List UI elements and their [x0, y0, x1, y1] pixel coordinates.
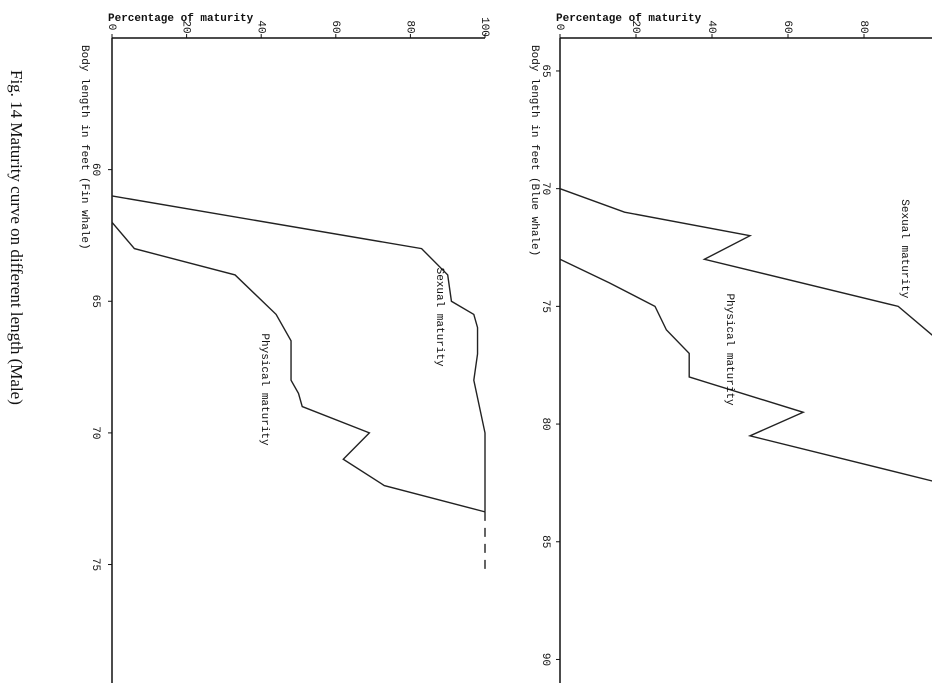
- y-tick-label: 100: [478, 17, 490, 37]
- x-tick-label: 75: [89, 558, 101, 571]
- y-tick-label: 80: [857, 20, 869, 33]
- y-tick-label: 40: [254, 20, 266, 33]
- maturity-line: [112, 196, 485, 512]
- x-tick-label: 90: [539, 653, 551, 666]
- figure-caption: Fig. 14 Maturity curve on different leng…: [7, 70, 26, 405]
- x-tick-label: 80: [539, 417, 551, 430]
- y-tick-label: 80: [403, 20, 415, 33]
- x-tick-label: 70: [89, 426, 101, 439]
- value-axis-title: Percentage of maturity: [556, 13, 702, 25]
- y-tick-label: 60: [781, 20, 793, 33]
- series-label: Sexual maturity: [898, 199, 910, 298]
- x-tick-label: 65: [539, 64, 551, 77]
- x-tick-label: 60: [89, 163, 101, 176]
- y-tick-label: 60: [329, 20, 341, 33]
- y-tick-label: 20: [180, 20, 192, 33]
- series-label: Physical maturity: [723, 293, 735, 406]
- x-tick-label: 85: [539, 535, 551, 548]
- length-axis-title: Body length in feet (Blue whale): [528, 45, 540, 256]
- maturity-line: [560, 189, 932, 342]
- series-label: Sexual maturity: [433, 268, 445, 367]
- maturity-line: [112, 222, 485, 512]
- maturity-line: [560, 259, 932, 483]
- y-tick-label: 0: [105, 24, 117, 31]
- x-tick-label: 75: [539, 300, 551, 313]
- length-axis-title: Body length in feet (Fin whale): [78, 45, 90, 250]
- x-tick-label: 70: [539, 182, 551, 195]
- x-tick-label: 65: [89, 295, 101, 308]
- figure: Fig. 14 Maturity curve on different leng…: [0, 0, 932, 683]
- y-tick-label: 20: [629, 20, 641, 33]
- series-label: Physical maturity: [258, 333, 270, 446]
- y-tick-label: 0: [553, 24, 565, 31]
- y-tick-label: 40: [705, 20, 717, 33]
